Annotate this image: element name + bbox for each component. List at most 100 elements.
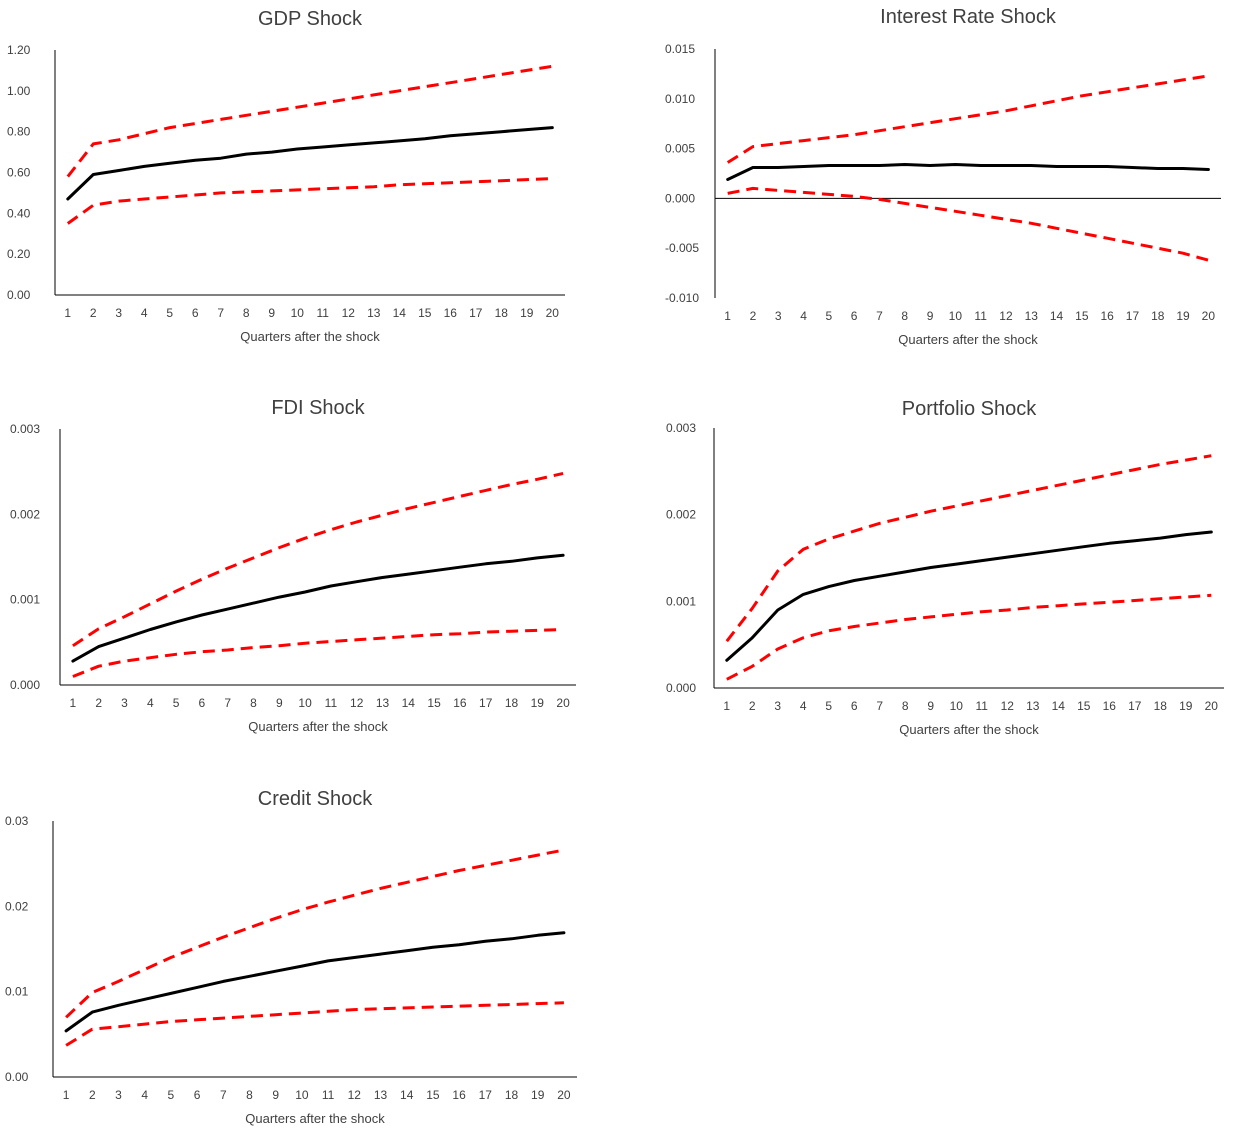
y-tick-label: 0.01 bbox=[5, 985, 29, 999]
x-tick-label: 4 bbox=[800, 309, 807, 323]
x-tick-label: 17 bbox=[479, 696, 493, 710]
y-tick-label: 0.00 bbox=[7, 288, 31, 302]
x-tick-label: 5 bbox=[825, 699, 832, 713]
x-axis-label: Quarters after the shock bbox=[240, 329, 380, 344]
y-tick-label: 0.010 bbox=[665, 92, 695, 106]
irf-line bbox=[71, 553, 565, 663]
x-tick-label: 1 bbox=[64, 306, 71, 320]
x-tick-label: 6 bbox=[851, 699, 858, 713]
x-tick-label: 2 bbox=[750, 309, 757, 323]
x-tick-label: 11 bbox=[322, 1088, 335, 1102]
x-tick-label: 6 bbox=[199, 696, 206, 710]
chart-svg: Interest Rate Shock -0.010 -0.005 0.000 0.00… bbox=[665, 6, 1221, 347]
x-tick-label: 8 bbox=[250, 696, 257, 710]
x-tick-label: 7 bbox=[876, 309, 883, 323]
x-tick-label: 10 bbox=[949, 309, 963, 323]
x-tick-label: 2 bbox=[749, 699, 756, 713]
y-tick-label: 1.00 bbox=[7, 84, 31, 98]
y-tick-label: 0.002 bbox=[666, 508, 696, 522]
y-tick-label: 0.00 bbox=[5, 1070, 29, 1084]
x-tick-label: 2 bbox=[90, 306, 97, 320]
fdi-shock-panel: FDI Shock 0.000 0.001 0.002 0.003 1 2 3 4 5 6 7 8 9 10… bbox=[0, 390, 600, 750]
x-tick-label: 1 bbox=[723, 699, 730, 713]
x-tick-label: 18 bbox=[1151, 309, 1165, 323]
x-tick-label: 8 bbox=[243, 306, 250, 320]
x-tick-label: 17 bbox=[1128, 699, 1142, 713]
x-tick-label: 19 bbox=[531, 1088, 545, 1102]
x-tick-label: 3 bbox=[115, 1088, 122, 1102]
x-tick-label: 12 bbox=[350, 696, 364, 710]
y-tick-label: 0.80 bbox=[7, 125, 31, 139]
x-tick-label: 2 bbox=[89, 1088, 96, 1102]
y-tick-label: 0.02 bbox=[5, 899, 29, 913]
x-tick-label: 17 bbox=[1126, 309, 1140, 323]
y-tick-label: 0.40 bbox=[7, 206, 31, 220]
x-tick-label: 20 bbox=[1202, 309, 1216, 323]
x-tick-label: 20 bbox=[546, 306, 560, 320]
x-tick-label: 14 bbox=[393, 306, 407, 320]
x-tick-label: 12 bbox=[999, 309, 1013, 323]
x-axis-label: Quarters after the shock bbox=[248, 719, 388, 734]
x-tick-label: 9 bbox=[276, 696, 283, 710]
irf-line bbox=[64, 931, 566, 1033]
x-tick-label: 16 bbox=[444, 306, 458, 320]
y-tick-label: 0.60 bbox=[7, 166, 31, 180]
x-tick-label: 18 bbox=[505, 696, 519, 710]
gdp-shock-panel: GDP Shock 0.00 0.20 0.40 0.60 0.80 1.00 1.20 1 2 3… bbox=[0, 0, 600, 360]
x-tick-label: 10 bbox=[298, 696, 312, 710]
x-tick-label: 4 bbox=[141, 1088, 148, 1102]
x-tick-label: 13 bbox=[376, 696, 390, 710]
chart-title: Interest Rate Shock bbox=[880, 6, 1057, 28]
x-tick-label: 10 bbox=[950, 699, 964, 713]
x-tick-label: 7 bbox=[224, 696, 231, 710]
x-tick-label: 20 bbox=[557, 1088, 571, 1102]
x-tick-label: 7 bbox=[220, 1088, 227, 1102]
irf-line bbox=[726, 163, 1210, 181]
portfolio-shock-panel: Portfolio Shock 0.000 0.001 0.002 0.003 1 2 3 4 5… bbox=[620, 390, 1238, 750]
y-tick-label: 0.000 bbox=[666, 681, 696, 695]
y-tick-label: -0.010 bbox=[665, 291, 699, 305]
y-tick-label: -0.005 bbox=[665, 241, 699, 255]
x-tick-label: 3 bbox=[121, 696, 128, 710]
y-tick-label: 0.003 bbox=[666, 421, 696, 435]
x-tick-label: 4 bbox=[800, 699, 807, 713]
credit-shock-panel: Credit Shock 0.00 0.01 0.02 0.03 1 2 3 4 5 6 7 8 9 10 1… bbox=[0, 780, 600, 1126]
interest-rate-shock-panel: Interest Rate Shock -0.010 -0.005 0.000 0.00… bbox=[620, 0, 1238, 360]
x-tick-label: 5 bbox=[168, 1088, 175, 1102]
x-tick-label: 12 bbox=[1001, 699, 1015, 713]
x-tick-label: 10 bbox=[295, 1088, 309, 1102]
x-tick-label: 12 bbox=[342, 306, 356, 320]
x-tick-label: 19 bbox=[1176, 309, 1190, 323]
x-axis-label: Quarters after the shock bbox=[245, 1111, 385, 1126]
x-tick-label: 11 bbox=[974, 309, 987, 323]
y-tick-label: 0.000 bbox=[665, 191, 695, 205]
x-tick-label: 7 bbox=[217, 306, 224, 320]
x-tick-label: 18 bbox=[505, 1088, 519, 1102]
lower-band-line bbox=[727, 186, 1209, 262]
irf-line bbox=[725, 530, 1213, 662]
x-tick-label: 4 bbox=[147, 696, 154, 710]
x-tick-label: 18 bbox=[1154, 699, 1168, 713]
chart-title: Portfolio Shock bbox=[902, 398, 1038, 420]
x-tick-label: 15 bbox=[418, 306, 432, 320]
lower-band-line bbox=[72, 628, 564, 678]
x-tick-label: 14 bbox=[402, 696, 416, 710]
x-tick-label: 15 bbox=[426, 1088, 440, 1102]
upper-band-line bbox=[72, 471, 564, 647]
y-tick-label: 0.03 bbox=[5, 814, 29, 828]
lower-band-line bbox=[65, 1001, 564, 1047]
x-tick-label: 5 bbox=[826, 309, 833, 323]
y-tick-label: 0.003 bbox=[10, 422, 40, 436]
y-tick-label: 0.005 bbox=[665, 142, 695, 156]
x-tick-label: 14 bbox=[400, 1088, 414, 1102]
x-tick-label: 20 bbox=[1205, 699, 1219, 713]
x-tick-label: 13 bbox=[1025, 309, 1039, 323]
x-tick-label: 15 bbox=[1077, 699, 1091, 713]
x-tick-label: 7 bbox=[876, 699, 883, 713]
x-tick-label: 6 bbox=[194, 1088, 201, 1102]
x-tick-label: 16 bbox=[453, 696, 467, 710]
